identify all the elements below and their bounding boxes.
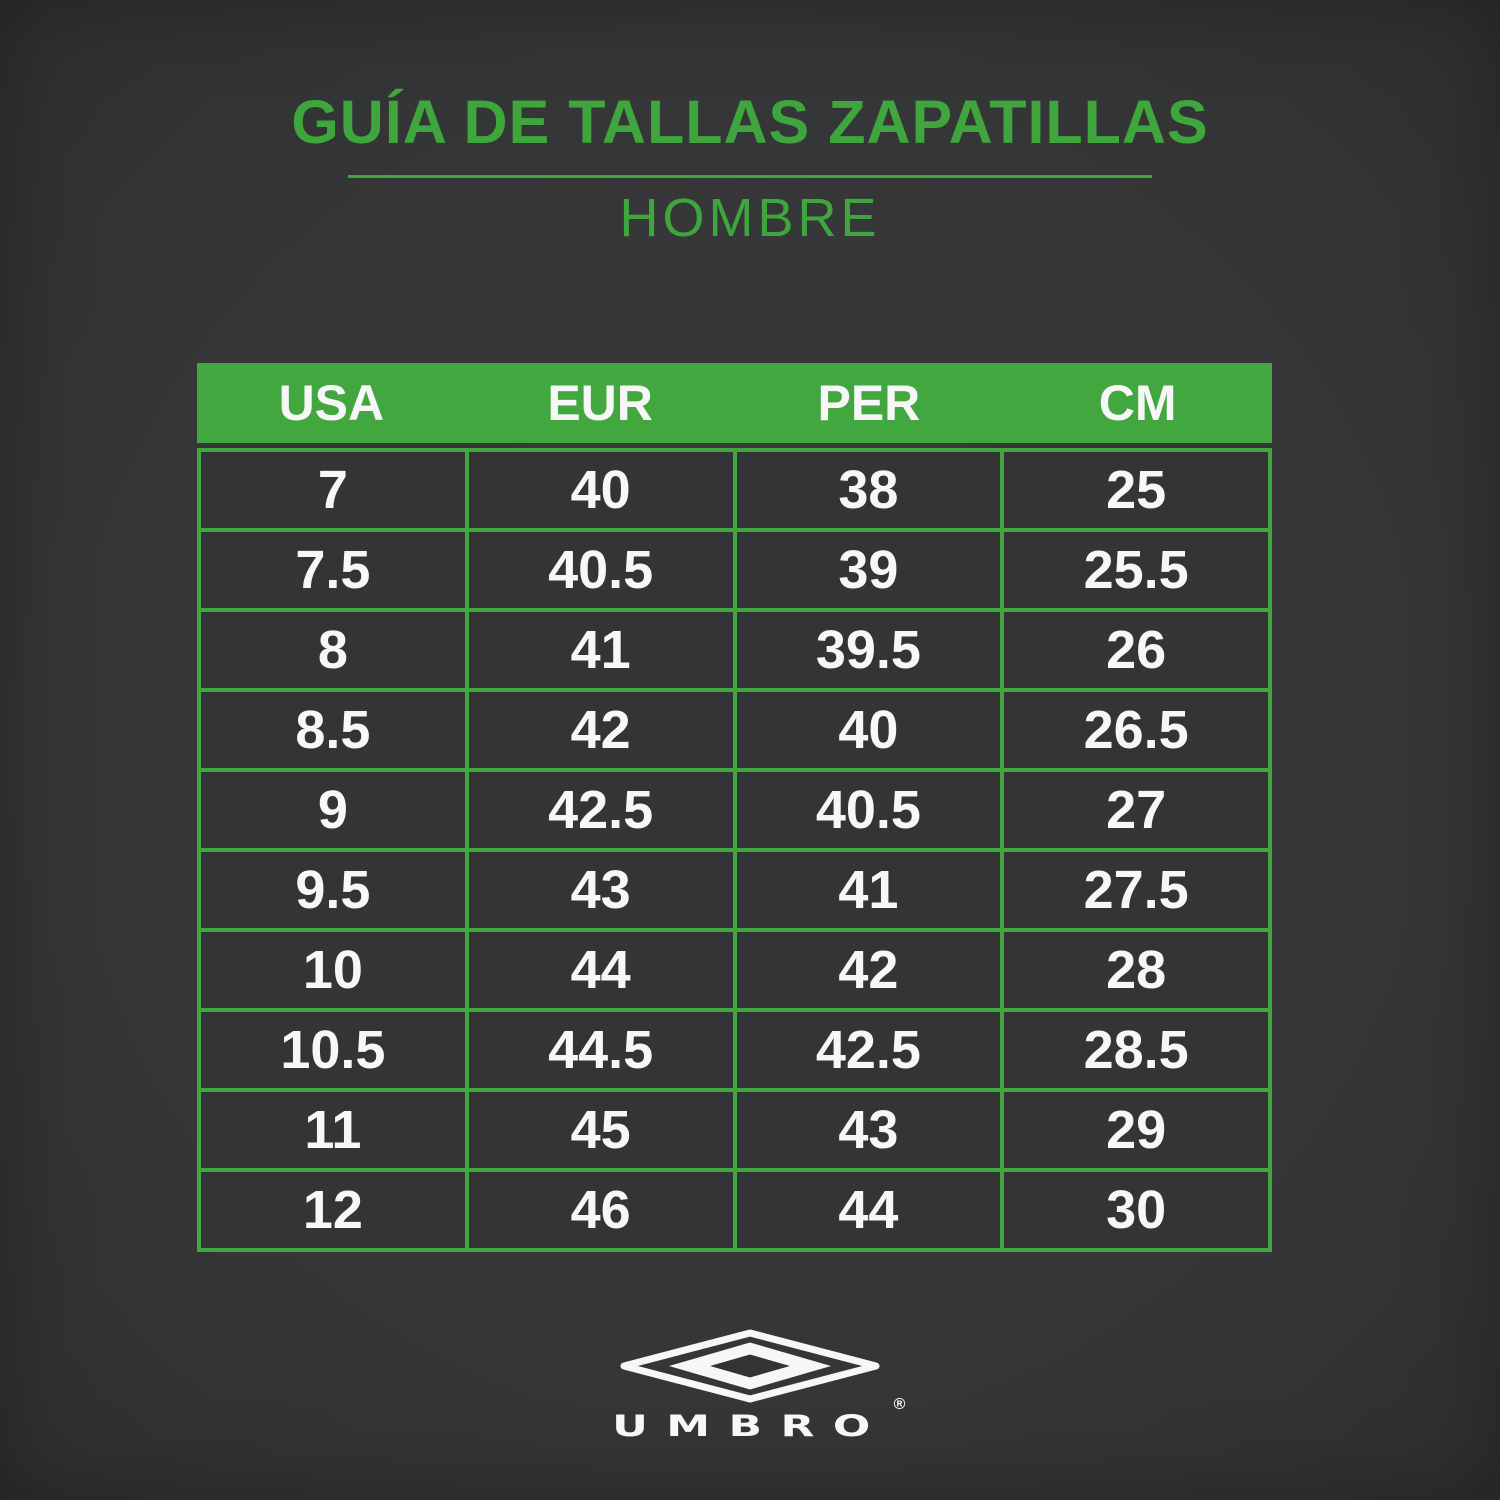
table-cell: 9 (201, 772, 465, 848)
size-table: USA EUR PER CM 7 40 38 25 7.5 40.5 39 25… (197, 363, 1272, 1252)
column-header-per: PER (817, 375, 921, 431)
column-header-cm: CM (1098, 375, 1177, 431)
page-subtitle: HOMBRE (619, 188, 881, 248)
table-cell: 40 (736, 692, 1001, 768)
table-cell: 29 (1004, 1092, 1268, 1168)
table-cell: 44 (736, 1172, 1001, 1248)
size-table-header-row: USA EUR PER CM (197, 363, 1272, 443)
table-cell: 42.5 (468, 772, 733, 848)
title-underline (348, 175, 1152, 178)
column-header-eur: EUR (547, 375, 653, 431)
brand-wordmark-wrap: UMBRO ® (612, 1396, 906, 1446)
table-cell: 42 (736, 932, 1001, 1008)
table-cell: 43 (736, 1092, 1001, 1168)
table-cell: 44.5 (468, 1012, 733, 1088)
table-cell: 11 (201, 1092, 465, 1168)
table-cell: 41 (468, 612, 733, 688)
table-cell: 8.5 (201, 692, 465, 768)
table-cell: 26.5 (1004, 692, 1268, 768)
table-cell: 9.5 (201, 852, 465, 928)
table-cell: 45 (468, 1092, 733, 1168)
table-cell: 12 (201, 1172, 465, 1248)
column-header-usa: USA (278, 375, 385, 431)
table-cell: 7 (201, 452, 465, 528)
table-cell: 30 (1004, 1172, 1268, 1248)
table-cell: 40.5 (468, 532, 733, 608)
brand-wordmark: UMBRO (611, 1409, 889, 1444)
page-title: GUÍA DE TALLAS ZAPATILLAS (291, 88, 1209, 156)
table-cell: 43 (468, 852, 733, 928)
table-cell: 39 (736, 532, 1001, 608)
table-cell: 7.5 (201, 532, 465, 608)
table-cell: 46 (468, 1172, 733, 1248)
table-cell: 42 (468, 692, 733, 768)
table-cell: 28 (1004, 932, 1268, 1008)
table-cell: 41 (736, 852, 1001, 928)
table-cell: 28.5 (1004, 1012, 1268, 1088)
table-cell: 27.5 (1004, 852, 1268, 928)
table-cell: 39.5 (736, 612, 1001, 688)
table-cell: 8 (201, 612, 465, 688)
table-cell: 27 (1004, 772, 1268, 848)
table-cell: 10 (201, 932, 465, 1008)
table-cell: 38 (736, 452, 1001, 528)
table-cell: 40.5 (736, 772, 1001, 848)
table-cell: 25 (1004, 452, 1268, 528)
umbro-double-diamond-icon (620, 1329, 880, 1403)
table-cell: 40 (468, 452, 733, 528)
table-cell: 25.5 (1004, 532, 1268, 608)
registered-trademark-icon: ® (893, 1396, 906, 1413)
table-cell: 42.5 (736, 1012, 1001, 1088)
brand-logo: UMBRO ® (0, 1329, 1500, 1446)
table-cell: 26 (1004, 612, 1268, 688)
header-block: GUÍA DE TALLAS ZAPATILLAS HOMBRE (0, 88, 1500, 248)
table-cell: 10.5 (201, 1012, 465, 1088)
size-table-body: 7 40 38 25 7.5 40.5 39 25.5 8 41 39.5 26… (197, 448, 1272, 1252)
table-cell: 44 (468, 932, 733, 1008)
